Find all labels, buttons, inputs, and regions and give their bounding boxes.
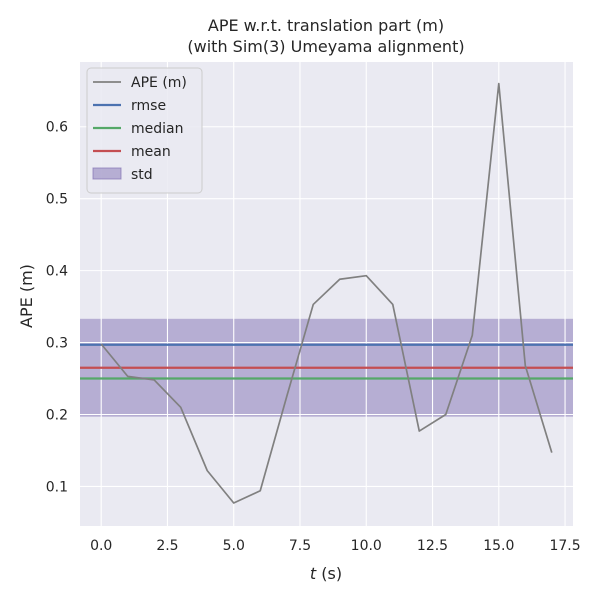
x-tick-label: 5.0 (223, 538, 245, 554)
x-tick-label: 12.5 (417, 538, 448, 554)
legend: APE (m) rmse median mean std (86, 67, 203, 194)
x-tick-label: 0.0 (90, 538, 112, 554)
legend-label: median (131, 121, 183, 137)
x-tick-label: 17.5 (549, 538, 580, 554)
y-tick-label: 0.4 (46, 264, 68, 280)
y-tick-label: 0.2 (46, 407, 68, 423)
legend-label: rmse (131, 98, 166, 114)
x-axis-unit: (s) (316, 564, 342, 583)
legend-label: mean (131, 144, 171, 160)
y-tick-label: 0.3 (46, 336, 68, 352)
chart-subtitle: (with Sim(3) Umeyama alignment) (187, 37, 464, 56)
ape-series-line (100, 82, 553, 504)
y-tick-label: 0.1 (46, 479, 68, 495)
chart-title: APE w.r.t. translation part (m) (208, 16, 444, 35)
x-tick-label: 10.0 (351, 538, 382, 554)
y-axis-label: APE (m) (17, 264, 36, 328)
y-tick-label: 0.6 (46, 120, 68, 136)
legend-label: APE (m) (131, 75, 187, 91)
legend-box (86, 67, 203, 194)
x-axis-var: t (310, 564, 317, 583)
legend-swatch-std (92, 167, 122, 180)
x-tick-label: 7.5 (289, 538, 311, 554)
x-tick-label: 2.5 (156, 538, 178, 554)
x-axis-label: t (s) (310, 564, 342, 583)
x-tick-label: 15.0 (483, 538, 514, 554)
legend-label: std (131, 167, 153, 183)
y-tick-label: 0.5 (46, 192, 68, 208)
